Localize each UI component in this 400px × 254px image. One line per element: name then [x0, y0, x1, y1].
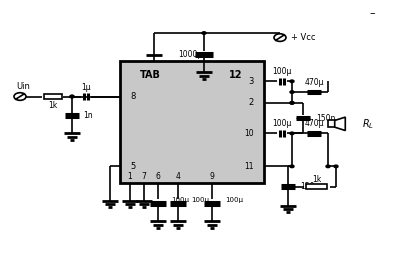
Circle shape [70, 95, 74, 98]
Circle shape [290, 102, 294, 104]
Bar [306, 184, 327, 189]
Bar [44, 94, 62, 99]
Text: + Vcc: + Vcc [291, 33, 316, 42]
Text: 100µ: 100µ [272, 67, 292, 76]
Text: 1µ: 1µ [81, 83, 91, 92]
Circle shape [290, 165, 294, 168]
Circle shape [290, 91, 294, 93]
Text: 4: 4 [176, 172, 180, 181]
Circle shape [334, 165, 338, 168]
Text: 7: 7 [142, 172, 146, 181]
Text: 9: 9 [210, 172, 214, 181]
Text: 150n: 150n [316, 114, 335, 123]
Text: 8: 8 [130, 92, 135, 101]
Text: 10: 10 [244, 129, 254, 138]
Text: 470µ: 470µ [304, 78, 324, 87]
Circle shape [290, 132, 294, 135]
Bar [328, 120, 335, 127]
Text: 150n: 150n [300, 182, 319, 191]
Text: 100µ: 100µ [272, 119, 292, 128]
Text: 100µ: 100µ [171, 197, 189, 203]
Text: 100µ: 100µ [191, 197, 209, 203]
Text: 6: 6 [156, 172, 160, 181]
Text: 100µ: 100µ [225, 197, 243, 203]
Polygon shape [335, 117, 345, 131]
Circle shape [290, 102, 294, 104]
Bar [120, 61, 264, 183]
Circle shape [70, 95, 74, 98]
Text: –: – [369, 8, 375, 18]
Circle shape [326, 165, 330, 168]
Text: 12: 12 [229, 70, 243, 80]
Text: 1000µ: 1000µ [178, 50, 202, 59]
Circle shape [202, 32, 206, 34]
Text: 11: 11 [244, 162, 254, 171]
Text: 1n: 1n [83, 111, 93, 120]
Text: 3: 3 [249, 77, 254, 86]
Text: $R_L$: $R_L$ [362, 117, 374, 131]
Text: 2: 2 [249, 98, 254, 107]
Text: 1k: 1k [312, 175, 322, 184]
Text: 1k: 1k [48, 101, 58, 110]
Text: 1: 1 [128, 172, 132, 181]
Circle shape [290, 80, 294, 83]
Text: TAB: TAB [140, 70, 161, 80]
Text: 5: 5 [130, 162, 135, 171]
Text: 470µ: 470µ [304, 119, 324, 128]
Text: Uin: Uin [16, 82, 30, 91]
